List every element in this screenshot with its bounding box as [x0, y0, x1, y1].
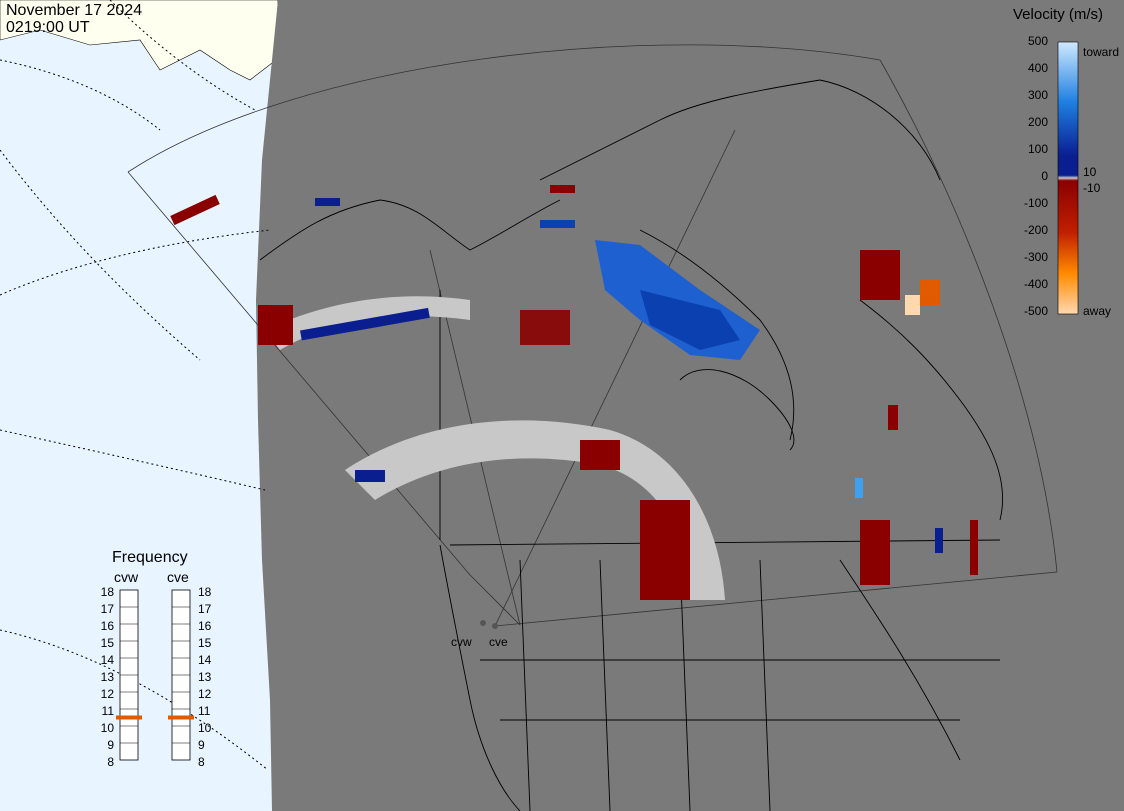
- echo-blue-bit: [315, 198, 340, 206]
- echo-light-block: [905, 295, 920, 315]
- velocity-tick: 500: [1027, 34, 1048, 48]
- echo-red-bit: [888, 405, 898, 430]
- freq-scale-tick: 12: [198, 687, 212, 701]
- echo-blue-bit: [355, 470, 385, 482]
- echo-red-block: [258, 305, 293, 345]
- echo-blue-bit: [855, 478, 863, 498]
- frequency-title: Frequency: [112, 549, 188, 566]
- freq-scale-tick: 13: [100, 670, 114, 684]
- freq-radar-cve: cve: [167, 569, 189, 585]
- freq-scale-tick: 13: [198, 670, 212, 684]
- echo-red-block: [580, 440, 620, 470]
- velocity-tick: 100: [1027, 142, 1048, 156]
- echo-orange-block: [920, 280, 940, 305]
- freq-scale-tick: 10: [198, 721, 212, 735]
- echo-red-block: [170, 194, 220, 226]
- echo-blue-bit: [935, 528, 943, 553]
- freq-scale-tick: 9: [107, 738, 114, 752]
- radar-label-cvw: cvw: [451, 635, 472, 649]
- freq-scale-tick: 15: [198, 636, 212, 650]
- freq-radar-cvw: cvw: [114, 569, 139, 585]
- latlon-grid: [0, 0, 271, 771]
- radar-label-cve: cve: [489, 635, 508, 649]
- freq-scale-tick: 18: [100, 585, 114, 599]
- velocity-colorbar: [1057, 41, 1079, 315]
- freq-scale-tick: 11: [198, 704, 211, 718]
- echo-blue-bit: [540, 220, 575, 228]
- freq-scale-tick: 18: [198, 585, 212, 599]
- echo-red-block: [860, 520, 890, 585]
- echo-blue-line: [300, 307, 430, 341]
- freq-scale-tick: 15: [100, 636, 114, 650]
- frequency-bars: [116, 589, 194, 761]
- freq-scale-tick: 14: [100, 653, 114, 667]
- radar-echoes: [170, 185, 978, 600]
- freq-scale-tick: 16: [198, 619, 212, 633]
- toward-label: toward: [1083, 45, 1120, 59]
- freq-scale-tick: 16: [100, 619, 114, 633]
- echo-arc-large: [345, 420, 725, 600]
- echo-red-block: [970, 520, 978, 575]
- velocity-tick: 300: [1027, 88, 1048, 102]
- velocity-tick: -200: [1023, 223, 1048, 237]
- freq-scale-tick: 17: [100, 602, 114, 616]
- echo-red-bit: [550, 185, 575, 193]
- freq-indicator-cve: [168, 715, 194, 720]
- date-label: November 17 2024: [6, 2, 143, 19]
- velocity-tick: 200: [1027, 115, 1048, 129]
- night-shading: [256, 0, 1124, 811]
- echo-red-block: [860, 250, 900, 300]
- echo-cluster-blue-core: [640, 290, 740, 350]
- velocity-tick: -300: [1023, 250, 1048, 264]
- velocity-legend-title: Velocity (m/s): [1013, 6, 1104, 23]
- small-neg-label: -10: [1083, 181, 1101, 195]
- freq-scale-tick: 14: [198, 653, 212, 667]
- velocity-tick: -500: [1023, 304, 1048, 318]
- echo-red-block: [640, 500, 690, 600]
- freq-scale-tick: 10: [100, 721, 114, 735]
- coastlines: [259, 79, 1004, 811]
- velocity-tick: 400: [1027, 61, 1048, 75]
- freq-scale-tick: 8: [198, 755, 205, 769]
- freq-scale-tick: 11: [101, 704, 114, 718]
- away-label: away: [1083, 304, 1112, 318]
- time-label: 0219:00 UT: [6, 19, 90, 36]
- freq-indicator-cvw: [116, 715, 142, 720]
- freq-scale-tick: 12: [100, 687, 114, 701]
- freq-scale-tick: 8: [107, 755, 114, 769]
- freq-scale-tick: 17: [198, 602, 212, 616]
- velocity-tick: -400: [1023, 277, 1048, 291]
- small-pos-label: 10: [1083, 165, 1097, 179]
- radar-site-marker: [492, 623, 498, 629]
- velocity-tick: 0: [1041, 169, 1048, 183]
- freq-scale-tick: 9: [198, 738, 205, 752]
- radar-site-marker: [480, 620, 486, 626]
- echo-red-block: [520, 310, 570, 345]
- velocity-tick: -100: [1023, 196, 1048, 210]
